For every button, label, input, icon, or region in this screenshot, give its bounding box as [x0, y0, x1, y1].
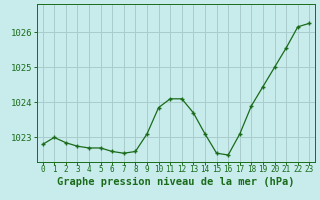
X-axis label: Graphe pression niveau de la mer (hPa): Graphe pression niveau de la mer (hPa) — [57, 177, 295, 187]
